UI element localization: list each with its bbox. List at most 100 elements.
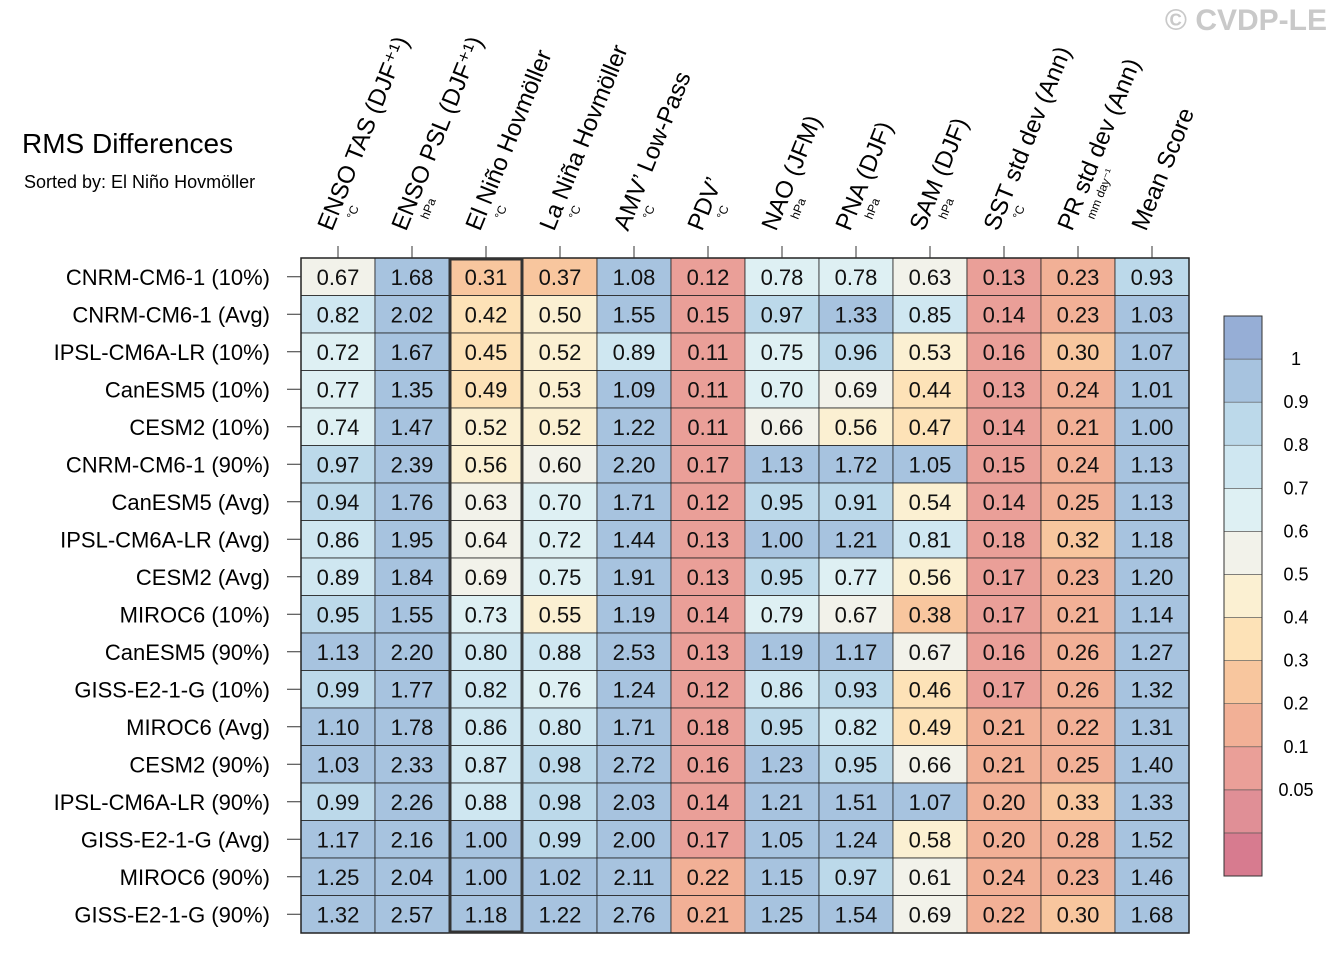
heatmap-cell (522, 745, 598, 784)
cell-value: 0.11 (687, 340, 728, 365)
cell-value: 2.20 (613, 452, 656, 477)
cell-value: 0.11 (687, 377, 728, 402)
heatmap-cell (818, 557, 894, 596)
heatmap-cell (1114, 857, 1190, 896)
heatmap-cell (966, 745, 1042, 784)
cell-value: 1.46 (1131, 865, 1174, 890)
heatmap-cell (892, 482, 968, 521)
row-label: IPSL-CM6A-LR (90%) (54, 790, 270, 815)
cell-value: 1.25 (317, 865, 360, 890)
chart-subtitle: Sorted by: El Niño Hovmöller (24, 172, 256, 192)
heatmap-cell (892, 670, 968, 709)
cell-value: 2.02 (391, 302, 434, 327)
cell-value: 0.89 (317, 565, 360, 590)
colorbar-label: 0.9 (1283, 392, 1308, 412)
cell-value: 0.80 (539, 715, 582, 740)
heatmap-cell (818, 445, 894, 484)
heatmap-cell (744, 670, 820, 709)
heatmap-cell (448, 557, 524, 596)
colorbar-segment (1223, 358, 1263, 403)
heatmap-cell (892, 295, 968, 334)
cell-value: 2.39 (391, 452, 434, 477)
colorbar-label: 0.7 (1283, 478, 1308, 498)
cell-value: 0.86 (761, 677, 804, 702)
cell-value: 1.76 (391, 490, 434, 515)
cell-value: 1.25 (761, 902, 804, 927)
cell-value: 0.12 (687, 265, 730, 290)
chart-title: RMS Differences (22, 128, 234, 159)
cell-value: 1.51 (835, 790, 878, 815)
colorbar-segment (1223, 703, 1263, 748)
colorbar-segment (1223, 789, 1263, 834)
cell-value: 1.18 (1131, 527, 1174, 552)
heatmap-cell (300, 445, 376, 484)
heatmap-cell (300, 295, 376, 334)
cell-value: 0.82 (835, 715, 878, 740)
colorbar-segment (1223, 617, 1263, 661)
heatmap-cell (670, 520, 746, 559)
heatmap-cell (744, 295, 820, 334)
heatmap-cell (300, 895, 376, 934)
cell-value: 0.15 (983, 452, 1026, 477)
cell-value: 1.17 (835, 640, 878, 665)
cell-value: 0.20 (983, 790, 1026, 815)
heatmap-cell (966, 595, 1042, 634)
cell-value: 0.99 (539, 827, 582, 852)
heatmap-cell (300, 370, 376, 409)
heatmap-cell (448, 670, 524, 709)
heatmap-cell (374, 257, 450, 296)
cell-value: 0.42 (465, 302, 508, 327)
cell-value: 0.13 (687, 640, 730, 665)
cell-value: 0.24 (1057, 377, 1100, 402)
cell-value: 1.08 (613, 265, 656, 290)
heatmap-cell (1114, 632, 1190, 671)
heatmap-cell (670, 295, 746, 334)
heatmap-cell (374, 632, 450, 671)
cell-value: 0.80 (465, 640, 508, 665)
heatmap-cell (300, 745, 376, 784)
cell-value: 0.79 (761, 602, 804, 627)
cell-value: 1.15 (761, 865, 804, 890)
heatmap-cell (1040, 295, 1116, 334)
colorbar-label: 0.4 (1283, 608, 1308, 628)
cell-value: 0.20 (983, 827, 1026, 852)
cell-value: 0.85 (909, 302, 952, 327)
heatmap-cell (744, 782, 820, 821)
cell-value: 2.57 (391, 902, 434, 927)
cell-value: 0.87 (465, 752, 508, 777)
heatmap-cell (670, 745, 746, 784)
cell-value: 2.33 (391, 752, 434, 777)
row-label: GISS-E2-1-G (Avg) (81, 827, 270, 852)
cell-value: 0.13 (983, 377, 1026, 402)
cell-value: 0.17 (983, 602, 1026, 627)
heatmap-cell (1114, 557, 1190, 596)
heatmap-cell (892, 445, 968, 484)
heatmap-cell (596, 295, 672, 334)
cell-value: 1.91 (613, 565, 656, 590)
cell-value: 1.00 (761, 527, 804, 552)
heatmap-cell (892, 707, 968, 746)
cell-value: 0.97 (835, 865, 878, 890)
heatmap-cell (744, 445, 820, 484)
heatmap-cell (1114, 332, 1190, 371)
heatmap-cell (670, 595, 746, 634)
colorbar-segment (1223, 444, 1263, 489)
cell-value: 0.97 (761, 302, 804, 327)
cell-value: 0.16 (687, 752, 730, 777)
heatmap-cell (744, 707, 820, 746)
cell-value: 0.54 (909, 490, 952, 515)
row-label: CNRM-CM6-1 (90%) (66, 452, 270, 477)
cell-value: 0.44 (909, 377, 952, 402)
cell-value: 0.24 (983, 865, 1026, 890)
cell-value: 1.71 (613, 715, 656, 740)
cell-value: 1.31 (1131, 715, 1174, 740)
heatmap-cell (522, 857, 598, 896)
heatmap-cell (1040, 595, 1116, 634)
cell-value: 2.76 (613, 902, 656, 927)
heatmap-cell (1040, 520, 1116, 559)
heatmap-cell (300, 820, 376, 859)
cell-value: 1.22 (613, 415, 656, 440)
heatmap-cell (1040, 370, 1116, 409)
cell-value: 0.67 (909, 640, 952, 665)
cell-value: 0.69 (835, 377, 878, 402)
